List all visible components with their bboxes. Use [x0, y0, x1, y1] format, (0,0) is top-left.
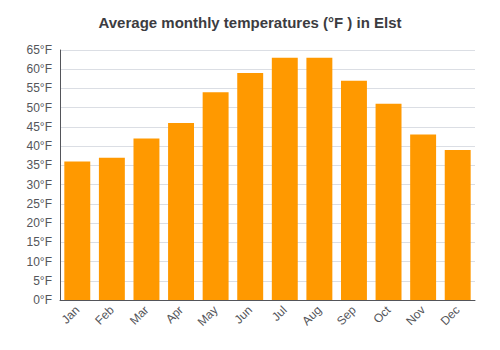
svg-text:Dec: Dec	[438, 303, 463, 328]
svg-text:5°F: 5°F	[33, 274, 52, 288]
svg-text:0°F: 0°F	[33, 293, 52, 307]
svg-text:Oct: Oct	[370, 303, 394, 327]
svg-text:45°F: 45°F	[27, 120, 52, 134]
svg-text:Nov: Nov	[403, 303, 428, 328]
svg-text:Average monthly temperatures (: Average monthly temperatures (°F ) in El…	[98, 14, 401, 31]
svg-text:60°F: 60°F	[27, 62, 52, 76]
svg-text:50°F: 50°F	[27, 101, 52, 115]
svg-text:Mar: Mar	[127, 303, 152, 327]
svg-text:Jan: Jan	[59, 303, 83, 327]
svg-text:30°F: 30°F	[27, 178, 52, 192]
svg-text:Apr: Apr	[163, 303, 186, 326]
svg-text:65°F: 65°F	[27, 43, 52, 57]
svg-text:20°F: 20°F	[27, 216, 52, 230]
svg-text:Feb: Feb	[92, 303, 117, 328]
svg-text:Jun: Jun	[232, 303, 256, 327]
svg-text:35°F: 35°F	[27, 158, 52, 172]
svg-text:Aug: Aug	[299, 303, 324, 328]
svg-text:55°F: 55°F	[27, 81, 52, 95]
svg-text:May: May	[195, 303, 221, 329]
svg-text:Jul: Jul	[269, 303, 290, 324]
svg-text:25°F: 25°F	[27, 197, 52, 211]
svg-text:10°F: 10°F	[27, 255, 52, 269]
svg-text:40°F: 40°F	[27, 139, 52, 153]
svg-text:Sep: Sep	[334, 303, 359, 328]
svg-text:15°F: 15°F	[27, 235, 52, 249]
